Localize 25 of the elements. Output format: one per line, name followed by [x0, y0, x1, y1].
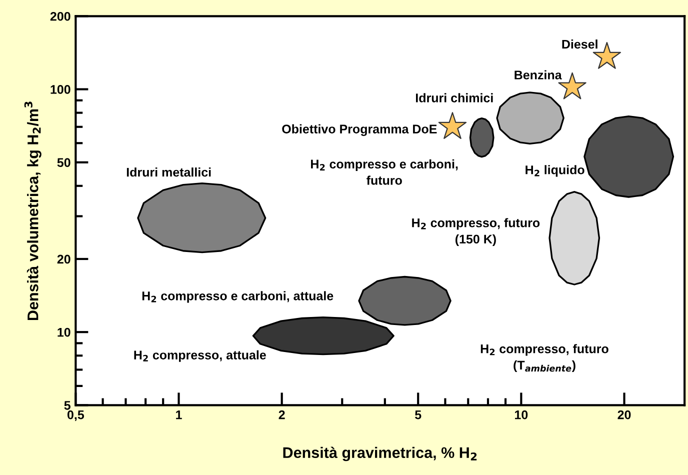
annotation: H$_{2}$ compresso, attuale	[134, 350, 266, 362]
y-axis-title: Densità volumetrica, kg H$_{2}$/m$^{3}$	[24, 102, 42, 320]
y-tick-label: 10	[58, 328, 70, 337]
x-tick-label: 2	[278, 410, 285, 420]
annotation: Diesel	[562, 40, 598, 49]
annotation: H$_{2}$ compresso e carboni, attuale	[142, 291, 334, 303]
y-tick-label: 100	[50, 85, 70, 94]
x-tick-label: 0,5	[67, 410, 84, 422]
x-axis-title: Densità gravimetrica, % H$_{2}$	[283, 446, 477, 462]
x-tick-label: 1	[176, 410, 182, 420]
y-tick-label: 200	[50, 12, 70, 21]
y-tick-label: 50	[57, 158, 70, 167]
x-tick-label: 10	[515, 410, 528, 420]
x-tick-label: 5	[415, 410, 422, 420]
annotation: H$_{2}$ compresso, futuro (150 K)	[412, 218, 540, 246]
annotation: Obiettivo Programma DoE	[282, 124, 437, 136]
annotation: H$_{2}$ liquido	[526, 165, 584, 177]
annotation: Idruri metallici	[126, 167, 211, 177]
annotation: Benzina	[514, 70, 562, 80]
annotation: H$_{2}$ compresso, futuro (T$_{ambiente}$)	[480, 344, 608, 372]
y-tick-label: 20	[57, 254, 70, 264]
annotation: H$_{2}$ compresso e carboni, futuro	[311, 159, 458, 185]
x-tick-label: 20	[618, 410, 631, 420]
annotation: Idruri chimici	[416, 93, 493, 102]
y-tick-label: 5	[64, 401, 70, 410]
